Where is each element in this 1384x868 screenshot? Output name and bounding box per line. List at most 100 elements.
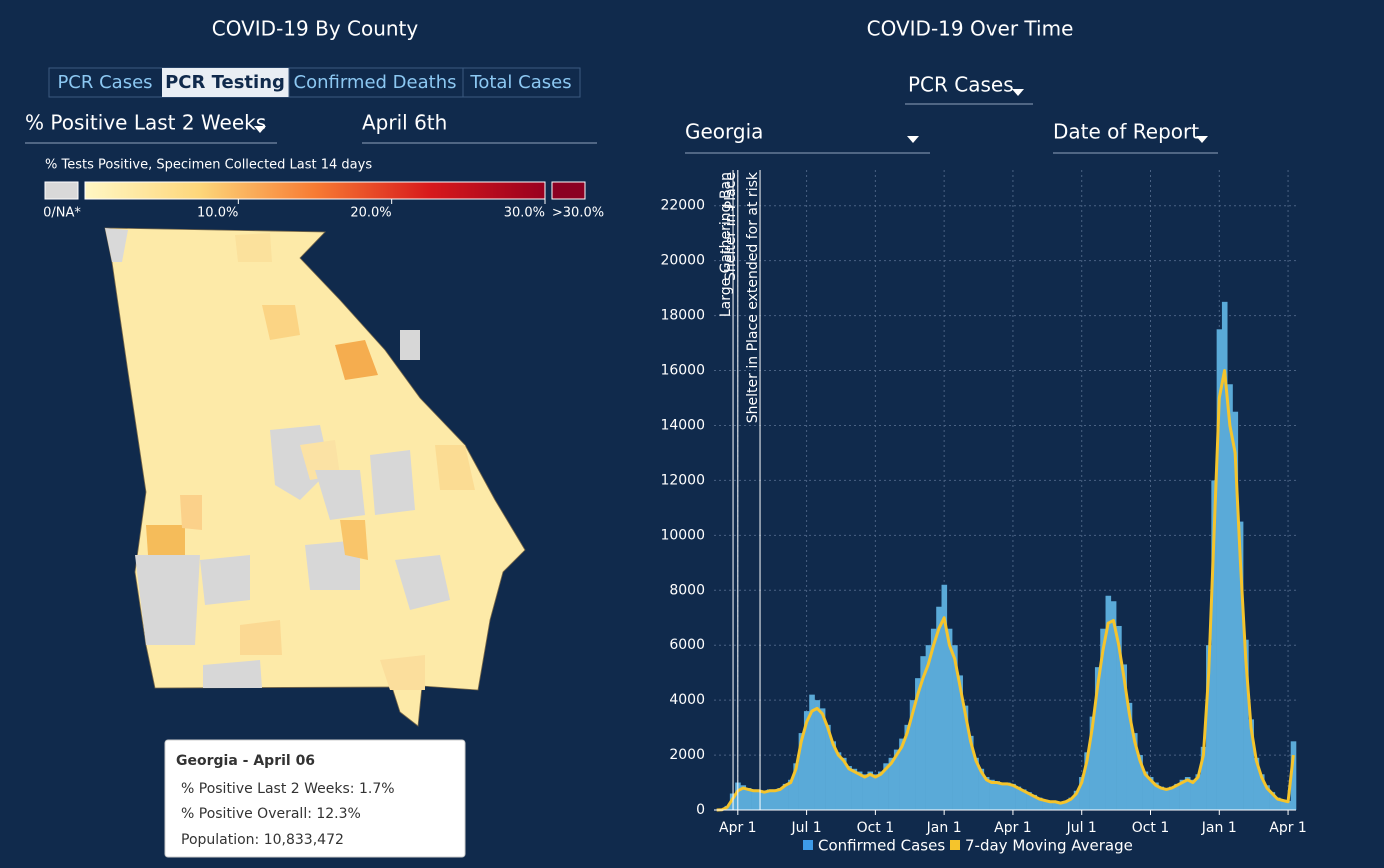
bar [893, 749, 900, 810]
na-label: 0/NA* [43, 206, 81, 221]
legend-swatch [950, 840, 960, 850]
bar [782, 783, 789, 810]
measure-dropdown[interactable]: PCR Cases [908, 73, 1014, 97]
bar [1232, 411, 1239, 810]
dropdown-arrow[interactable] [907, 136, 919, 143]
x-tick-label: Apr 1 [719, 820, 757, 836]
bar [888, 757, 895, 810]
y-tick-label: 4000 [669, 692, 705, 708]
bar [999, 782, 1006, 810]
tab[interactable]: PCR Cases [57, 72, 152, 93]
tooltip-line: % Positive Overall: 12.3% [181, 806, 361, 822]
bar [1216, 329, 1223, 810]
bar [1010, 783, 1016, 810]
bar [1089, 716, 1096, 810]
bar [1184, 777, 1191, 810]
county [335, 340, 378, 380]
georgia-map[interactable] [104, 227, 526, 727]
bar [1142, 771, 1149, 810]
bar [883, 763, 889, 810]
date-field[interactable]: April 6th [362, 111, 447, 135]
bar [1227, 384, 1233, 810]
bar [1163, 788, 1170, 810]
tab[interactable]: Total Cases [469, 72, 571, 93]
dropdown-arrow[interactable] [254, 126, 266, 133]
x-tick-label: Jul 1 [1066, 820, 1097, 836]
bar [1063, 800, 1069, 810]
bar [962, 705, 969, 810]
bar [1153, 782, 1159, 810]
bar [1110, 601, 1117, 810]
county [315, 470, 365, 520]
bar [1020, 789, 1027, 810]
bar [788, 779, 794, 810]
bar [989, 779, 995, 810]
annotation-text: Large Gathering Ban [718, 172, 734, 317]
bar [1253, 757, 1260, 810]
bar [803, 711, 810, 810]
bar [1031, 794, 1038, 810]
bar [1195, 774, 1202, 810]
bar [1084, 752, 1090, 810]
bar [777, 788, 784, 810]
county [340, 520, 368, 560]
bar [1179, 779, 1186, 810]
date-type-dropdown[interactable]: Date of Report [1053, 120, 1199, 144]
bar [793, 763, 799, 810]
bar [1126, 702, 1133, 810]
dropdown-arrow[interactable] [1012, 89, 1024, 96]
bar [941, 584, 948, 810]
region-dropdown[interactable]: Georgia [685, 120, 763, 144]
bar [1137, 755, 1143, 810]
bar [878, 771, 884, 810]
bar [1237, 521, 1244, 810]
bar [1047, 800, 1053, 810]
x-tick-label: Jan 1 [1201, 820, 1237, 836]
bar [867, 771, 874, 810]
bar [851, 768, 858, 810]
bar [856, 771, 863, 810]
bar [772, 789, 778, 810]
dropdown-arrow[interactable] [1196, 136, 1208, 143]
y-tick-label: 6000 [669, 637, 705, 653]
county [400, 330, 420, 360]
bar [983, 777, 990, 810]
bar [978, 768, 985, 810]
bar [1285, 800, 1292, 810]
bar [1264, 785, 1270, 810]
bar [751, 789, 757, 810]
bar [798, 733, 805, 810]
bar [904, 724, 911, 810]
x-tick-label: Oct 1 [1132, 820, 1170, 836]
bar [872, 774, 879, 810]
y-tick-label: 2000 [669, 747, 705, 763]
county [180, 495, 202, 530]
bar [1116, 625, 1122, 810]
bar [952, 645, 958, 810]
metric-dropdown[interactable]: % Positive Last 2 Weeks [25, 111, 266, 135]
na-swatch [44, 181, 79, 200]
bar [1147, 777, 1154, 810]
bar [1290, 741, 1297, 810]
right-title: COVID-19 Over Time [867, 17, 1074, 41]
bar [957, 675, 963, 810]
active-tab-bg [162, 68, 289, 97]
moving-average-line [716, 369, 1295, 812]
bar [973, 757, 979, 810]
bar [756, 790, 762, 810]
legend-label: 7-day Moving Average [965, 837, 1133, 855]
bar [1036, 797, 1043, 810]
county [240, 620, 282, 655]
y-tick-label: 10000 [660, 527, 705, 543]
bar [740, 785, 747, 810]
scale-tick-label: 30.0% [504, 206, 545, 221]
county [395, 555, 450, 610]
bar [1105, 595, 1112, 810]
tab[interactable]: Confirmed Deaths [294, 72, 457, 93]
over-label: >30.0% [552, 206, 604, 221]
tab[interactable]: PCR Testing [165, 72, 285, 93]
county [370, 450, 415, 515]
bar [1158, 786, 1165, 810]
bar [1248, 719, 1254, 810]
